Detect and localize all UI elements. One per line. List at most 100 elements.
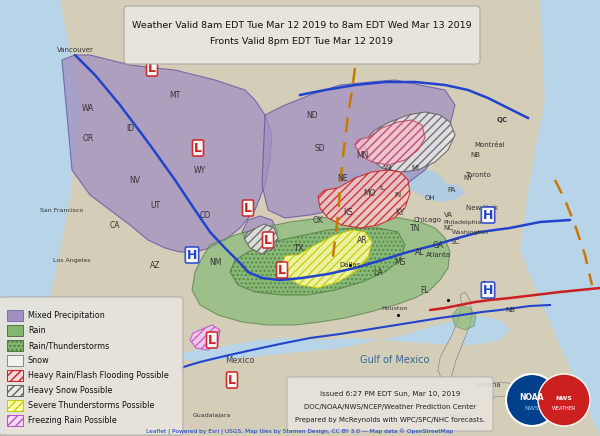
- Text: Montréal: Montréal: [475, 142, 505, 148]
- Bar: [7, 400, 23, 411]
- Text: Houston: Houston: [382, 306, 408, 310]
- Bar: [7, 325, 23, 336]
- Bar: [7, 370, 23, 381]
- Polygon shape: [338, 172, 370, 190]
- Polygon shape: [282, 230, 372, 288]
- Text: NV: NV: [130, 176, 140, 184]
- Polygon shape: [0, 0, 80, 436]
- Text: Guadalajara: Guadalajara: [193, 412, 231, 418]
- Text: DOC/NOAA/NWS/NCEP/Weather Prediction Center: DOC/NOAA/NWS/NCEP/Weather Prediction Cen…: [304, 404, 476, 410]
- Text: CO: CO: [199, 211, 211, 219]
- Text: Prepared by McReynolds with WPC/SPC/NHC forecasts.: Prepared by McReynolds with WPC/SPC/NHC …: [295, 417, 485, 423]
- Text: Gulf of Mexico: Gulf of Mexico: [360, 355, 430, 365]
- Text: GA: GA: [433, 241, 443, 249]
- Text: QC: QC: [496, 117, 508, 123]
- Text: MO: MO: [364, 188, 376, 198]
- Text: Havana: Havana: [475, 382, 502, 388]
- Text: L: L: [148, 61, 156, 75]
- Text: L: L: [278, 263, 286, 276]
- Polygon shape: [230, 228, 405, 295]
- Text: WEATHER: WEATHER: [552, 405, 576, 411]
- Text: H: H: [483, 283, 493, 296]
- Text: NB: NB: [470, 152, 480, 158]
- Text: H: H: [187, 249, 197, 262]
- Polygon shape: [355, 120, 425, 165]
- Text: Heavy Rain/Flash Flooding Possible: Heavy Rain/Flash Flooding Possible: [28, 371, 169, 380]
- Text: KY: KY: [395, 208, 404, 217]
- Polygon shape: [438, 292, 472, 382]
- Text: New York: New York: [466, 205, 498, 211]
- Text: NE: NE: [337, 174, 347, 183]
- Polygon shape: [262, 80, 455, 218]
- Polygon shape: [415, 183, 465, 202]
- Text: L: L: [244, 201, 252, 215]
- Text: WA: WA: [82, 103, 94, 112]
- Text: MI: MI: [411, 165, 419, 171]
- Text: UT: UT: [150, 201, 160, 210]
- Text: VA: VA: [443, 212, 452, 218]
- FancyBboxPatch shape: [0, 297, 183, 435]
- Text: Heavy Snow Possible: Heavy Snow Possible: [28, 386, 112, 395]
- Text: AZ: AZ: [150, 260, 160, 269]
- Text: MT: MT: [169, 91, 181, 99]
- Text: IL: IL: [379, 185, 385, 191]
- Text: L: L: [264, 234, 272, 246]
- Text: NOAA: NOAA: [520, 392, 544, 402]
- Text: IN: IN: [394, 192, 401, 198]
- Bar: [7, 340, 23, 351]
- Polygon shape: [62, 55, 272, 252]
- Polygon shape: [192, 215, 450, 325]
- Text: LA: LA: [373, 268, 383, 276]
- Text: Weather Valid 8am EDT Tue Mar 12 2019 to 8am EDT Wed Mar 13 2019: Weather Valid 8am EDT Tue Mar 12 2019 to…: [132, 20, 472, 30]
- Text: Issued 6:27 PM EDT Sun, Mar 10, 2019: Issued 6:27 PM EDT Sun, Mar 10, 2019: [320, 391, 460, 397]
- Polygon shape: [380, 168, 445, 192]
- Text: NM: NM: [209, 258, 221, 266]
- FancyBboxPatch shape: [124, 6, 480, 64]
- Polygon shape: [452, 305, 476, 330]
- FancyBboxPatch shape: [287, 377, 493, 431]
- Polygon shape: [244, 224, 278, 254]
- Text: TX: TX: [293, 243, 304, 252]
- Text: Atlanta: Atlanta: [425, 252, 451, 258]
- Bar: [7, 310, 23, 321]
- Text: H: H: [483, 208, 493, 221]
- Text: SC: SC: [451, 239, 460, 245]
- Text: OH: OH: [425, 195, 436, 201]
- Text: AL: AL: [415, 248, 425, 256]
- Text: San Francisco: San Francisco: [40, 208, 83, 212]
- Text: NB: NB: [505, 307, 515, 313]
- Text: Jamaica: Jamaica: [448, 412, 472, 418]
- Text: Rain: Rain: [28, 326, 46, 335]
- Text: WY: WY: [194, 166, 206, 174]
- Text: AR: AR: [356, 235, 367, 245]
- Circle shape: [538, 374, 590, 426]
- Text: MN: MN: [356, 150, 368, 160]
- Polygon shape: [520, 0, 600, 436]
- Text: Rain/Thunderstorms: Rain/Thunderstorms: [28, 341, 109, 350]
- Text: Fronts Valid 8pm EDT Tue Mar 12 2019: Fronts Valid 8pm EDT Tue Mar 12 2019: [211, 37, 394, 47]
- Text: WI: WI: [383, 165, 392, 171]
- Text: NC: NC: [443, 225, 453, 231]
- Text: Chicago: Chicago: [414, 217, 442, 223]
- Polygon shape: [318, 170, 410, 228]
- Text: Washington: Washington: [452, 229, 488, 235]
- Text: L: L: [194, 142, 202, 154]
- Bar: [7, 415, 23, 426]
- Text: Snow: Snow: [28, 356, 50, 365]
- Text: ND: ND: [306, 110, 318, 119]
- Text: PA: PA: [448, 187, 456, 193]
- Text: CA: CA: [110, 221, 120, 229]
- Polygon shape: [460, 382, 520, 398]
- Text: NWS: NWS: [524, 405, 539, 411]
- Bar: [7, 355, 23, 366]
- Text: Los Angeles: Los Angeles: [53, 258, 91, 262]
- Text: Severe Thunderstorms Possible: Severe Thunderstorms Possible: [28, 401, 154, 410]
- Polygon shape: [242, 216, 278, 250]
- Text: SD: SD: [314, 143, 325, 153]
- Text: KS: KS: [343, 208, 353, 217]
- Text: Leaflet | Powered by Esri | USGS, Map tiles by Stamen Design, CC BY 3.0 — Map da: Leaflet | Powered by Esri | USGS, Map ti…: [146, 429, 454, 435]
- Text: OK: OK: [313, 215, 323, 225]
- Text: NWS: NWS: [556, 395, 572, 401]
- Text: Vancouver: Vancouver: [56, 47, 94, 53]
- Text: Mexico: Mexico: [225, 355, 255, 364]
